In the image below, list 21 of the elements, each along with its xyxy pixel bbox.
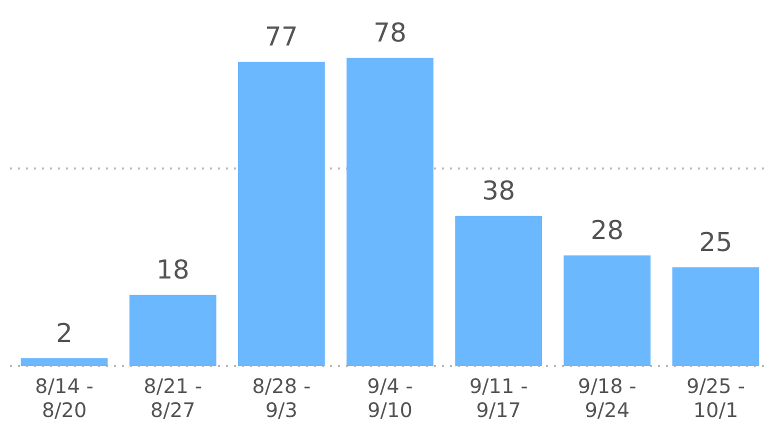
x-tick-label: 8/14 - 8/20: [35, 374, 94, 422]
data-label: 38: [482, 176, 516, 207]
data-label: 28: [590, 216, 624, 246]
bar: [455, 216, 542, 366]
x-tick-label: 9/18 - 9/24: [578, 374, 636, 422]
bar: [238, 62, 325, 366]
bar: [672, 267, 760, 366]
data-label: 2: [56, 318, 73, 349]
data-label: 25: [699, 228, 732, 258]
data-label: 77: [264, 22, 298, 53]
x-tick-label: 9/4 - 9/10: [367, 374, 413, 422]
data-label: 18: [156, 256, 190, 286]
x-tick-label: 9/11 - 9/17: [469, 374, 528, 422]
x-tick-label: 8/28 - 9/3: [252, 374, 311, 422]
data-label: 78: [373, 18, 407, 49]
x-tick-label: 8/21 - 8/27: [144, 374, 202, 422]
bar: [346, 58, 434, 366]
bar: [20, 358, 108, 366]
bar: [564, 255, 651, 366]
bar: [129, 294, 216, 366]
x-tick-label: 9/25 - 10/1: [686, 374, 745, 422]
